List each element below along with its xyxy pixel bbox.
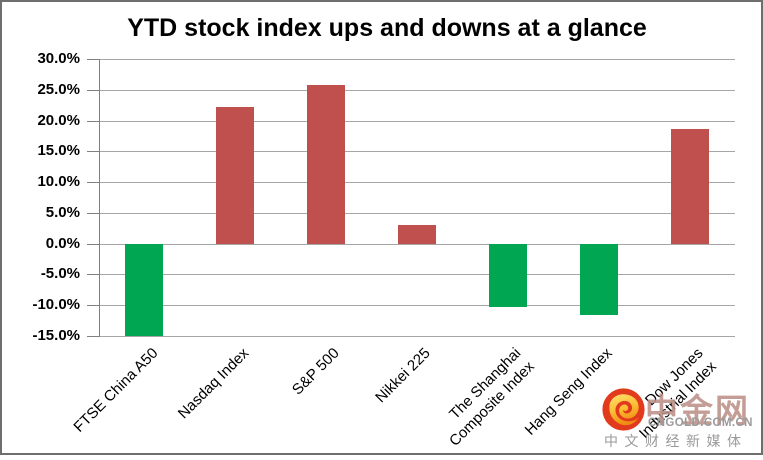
gridline bbox=[99, 120, 735, 122]
gridline bbox=[99, 336, 735, 337]
gridline bbox=[99, 151, 735, 153]
chart-bar bbox=[125, 243, 164, 336]
y-axis-tick bbox=[87, 59, 99, 60]
x-category-label: Hang Seng Index bbox=[521, 344, 616, 439]
y-axis-tick bbox=[87, 151, 99, 153]
y-axis-tick bbox=[87, 336, 99, 337]
chart-bar bbox=[216, 107, 255, 244]
y-tick-label: 25.0% bbox=[37, 80, 80, 98]
chart-bar bbox=[307, 84, 346, 244]
x-category-label: S&P 500 bbox=[289, 344, 343, 399]
y-tick-label: -5.0% bbox=[40, 265, 80, 283]
x-category-label: Nasdaq Index bbox=[174, 344, 253, 423]
chart-bar bbox=[488, 243, 527, 308]
y-axis-tick bbox=[87, 212, 99, 214]
gridline bbox=[99, 59, 735, 60]
y-axis-tick bbox=[87, 120, 99, 122]
x-category-label: Nikkei 225 bbox=[372, 344, 434, 407]
gridline bbox=[99, 274, 735, 276]
gridline bbox=[99, 89, 735, 91]
y-axis: 30.0% 25.0% 20.0% 15.0% 10.0% 5.0% 0.0% -5.0% -1… bbox=[2, 51, 99, 344]
y-axis-tick bbox=[87, 243, 99, 245]
x-category-label: The Shanghai Composite Index bbox=[446, 344, 539, 450]
y-axis-tick bbox=[87, 305, 99, 307]
gridline bbox=[99, 243, 735, 245]
chart-bar bbox=[579, 243, 618, 316]
gridline bbox=[99, 305, 735, 307]
y-tick-label: 20.0% bbox=[37, 111, 80, 129]
chart-title: YTD stock index ups and downs at a glanc… bbox=[127, 14, 647, 42]
y-tick-label: 0.0% bbox=[45, 234, 80, 252]
chart-bar bbox=[398, 225, 436, 244]
y-axis-line bbox=[99, 59, 100, 337]
x-category-label: Dow Jones Industrial Index bbox=[635, 344, 720, 443]
y-tick-label: -15.0% bbox=[32, 327, 80, 344]
y-axis-tick bbox=[87, 89, 99, 91]
y-tick-label: -10.0% bbox=[32, 296, 80, 314]
y-axis-tick bbox=[87, 182, 99, 184]
y-tick-label: 30.0% bbox=[37, 50, 80, 67]
y-tick-label: 15.0% bbox=[37, 142, 80, 160]
plot-area bbox=[99, 59, 735, 337]
chart-bar bbox=[670, 128, 709, 244]
y-axis-tick bbox=[87, 274, 99, 276]
gridline bbox=[99, 212, 735, 214]
y-tick-label: 10.0% bbox=[37, 173, 80, 191]
gridline bbox=[99, 182, 735, 184]
x-axis: FTSE China A50 Nasdaq Index S&P 500 Nikkei … bbox=[70, 336, 735, 457]
y-tick-label: 5.0% bbox=[45, 203, 80, 221]
x-category-label: FTSE China A50 bbox=[70, 344, 162, 436]
